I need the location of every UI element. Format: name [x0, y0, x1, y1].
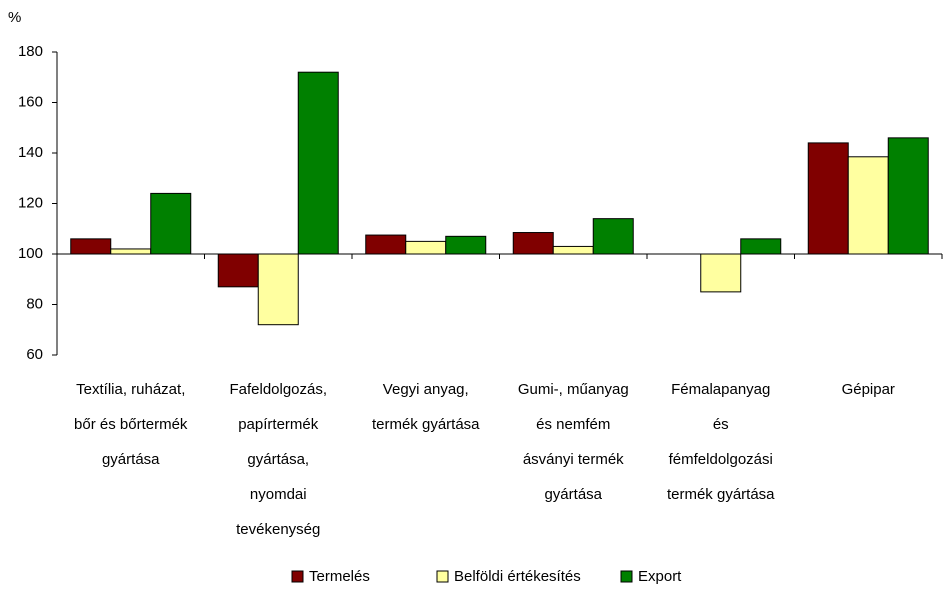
x-tick-label: Gépipar — [842, 381, 895, 398]
bar — [365, 234, 407, 255]
y-tick-label: 140 — [18, 144, 43, 161]
x-tick-label: Fémalapanyag — [671, 381, 770, 398]
bar — [110, 248, 152, 255]
x-tick-label: Fafeldolgozás, — [229, 381, 327, 398]
x-tick-label: gyártása — [544, 486, 602, 503]
x-tick-label: fémfeldolgozási — [669, 451, 773, 468]
x-tick-label: Textília, ruházat, — [76, 381, 185, 398]
bar — [700, 253, 742, 293]
bar — [807, 142, 849, 255]
bar — [592, 218, 634, 255]
x-tick-label: nyomdai — [250, 486, 307, 503]
y-tick-label: 180 — [18, 43, 43, 60]
x-tick-label: tevékenység — [236, 521, 320, 538]
bar — [405, 240, 447, 255]
legend-swatch — [620, 570, 633, 583]
x-tick-label: Vegyi anyag, — [383, 381, 469, 398]
bar — [887, 137, 929, 255]
bar — [70, 238, 112, 255]
x-tick-label: és nemfém — [536, 416, 610, 433]
x-tick-label: gyártása — [102, 451, 160, 468]
y-tick-label: 160 — [18, 93, 43, 110]
bar — [847, 156, 889, 255]
x-tick-label: bőr és bőrtermék — [74, 416, 188, 433]
bar — [740, 238, 782, 255]
legend-swatch — [436, 570, 449, 583]
x-tick-label: és — [713, 416, 729, 433]
x-tick-label: ásványi termék — [523, 451, 624, 468]
bar — [257, 253, 299, 326]
x-tick-label: papírtermék — [238, 416, 319, 433]
y-tick-label: 100 — [18, 245, 43, 262]
x-tick-label: gyártása, — [247, 451, 309, 468]
y-axis-label: % — [8, 9, 21, 26]
bar — [552, 245, 594, 255]
x-tick-label: termék gyártása — [667, 486, 775, 503]
bar — [445, 235, 487, 255]
y-tick-label: 120 — [18, 194, 43, 211]
x-tick-label: Gumi-, műanyag — [518, 381, 629, 398]
legend-swatch — [291, 570, 304, 583]
bar — [150, 192, 192, 255]
bar — [297, 71, 339, 255]
bar — [512, 232, 554, 255]
y-tick-label: 60 — [26, 346, 43, 363]
legend-label: Export — [638, 568, 682, 585]
bar — [217, 253, 259, 288]
legend-label: Termelés — [309, 568, 370, 585]
x-tick-label: termék gyártása — [372, 416, 480, 433]
y-tick-label: 80 — [26, 295, 43, 312]
legend-label: Belföldi értékesítés — [454, 568, 581, 585]
